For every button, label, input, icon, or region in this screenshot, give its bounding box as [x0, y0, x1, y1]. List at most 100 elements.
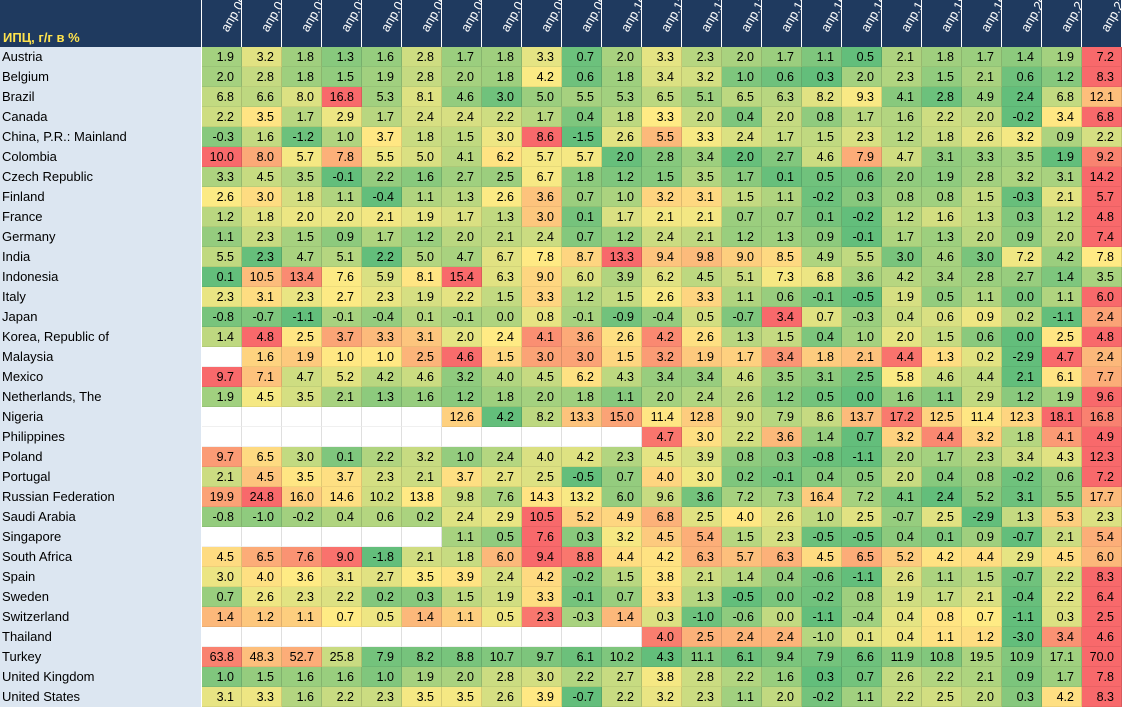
heatmap-cell: 3.5 [282, 467, 322, 487]
heatmap-cell: 1.6 [402, 387, 442, 407]
heatmap-cell: 1.5 [962, 187, 1002, 207]
heatmap-cell: 2.2 [722, 427, 762, 447]
heatmap-cell: 0.3 [802, 667, 842, 687]
heatmap-cell-empty [522, 627, 562, 647]
heatmap-cell: 3.5 [282, 167, 322, 187]
heatmap-cell: 1.2 [202, 207, 242, 227]
heatmap-cell: 4.5 [642, 527, 682, 547]
heatmap-cell: 3.6 [842, 267, 882, 287]
heatmap-cell: -1.2 [282, 127, 322, 147]
heatmap-cell: 2.8 [922, 87, 962, 107]
heatmap-cell: -0.1 [562, 587, 602, 607]
column-header-label: апр.14 [777, 0, 802, 35]
heatmap-cell: 5.8 [882, 367, 922, 387]
heatmap-cell: 3.0 [682, 427, 722, 447]
heatmap-cell: 7.8 [1082, 247, 1122, 267]
heatmap-cell: 4.3 [1042, 447, 1082, 467]
heatmap-cell: 4.8 [1082, 327, 1122, 347]
heatmap-cell: 2.9 [482, 507, 522, 527]
heatmap-cell: 1.4 [202, 327, 242, 347]
row-label-country: Thailand [0, 627, 202, 647]
column-header: апр.00 [202, 0, 242, 47]
column-header: апр.20 [1002, 0, 1042, 47]
heatmap-cell: 0.5 [802, 167, 842, 187]
heatmap-cell: 5.3 [362, 87, 402, 107]
heatmap-cell: 2.4 [722, 627, 762, 647]
column-header: апр.08 [522, 0, 562, 47]
heatmap-cell: 4.5 [642, 447, 682, 467]
heatmap-cell: 2.0 [442, 667, 482, 687]
heatmap-cell: 13.4 [282, 267, 322, 287]
heatmap-cell: 0.3 [1002, 687, 1042, 707]
heatmap-cell: 4.4 [882, 347, 922, 367]
heatmap-cell: 4.4 [602, 547, 642, 567]
heatmap-cell: 7.3 [762, 267, 802, 287]
heatmap-cell: 0.9 [962, 527, 1002, 547]
heatmap-cell: 0.9 [802, 227, 842, 247]
heatmap-cell: 12.3 [1002, 407, 1042, 427]
heatmap-cell: 6.7 [522, 167, 562, 187]
heatmap-cell: 1.1 [602, 387, 642, 407]
heatmap-cell: 1.2 [1042, 67, 1082, 87]
column-header-label: апр.11 [657, 0, 682, 35]
heatmap-cell: -2.9 [962, 507, 1002, 527]
heatmap-cell: 13.3 [602, 247, 642, 267]
heatmap-cell: 2.2 [362, 447, 402, 467]
column-header-label: апр.12 [697, 0, 722, 35]
heatmap-cell: 1.1 [962, 287, 1002, 307]
heatmap-cell: 6.5 [842, 547, 882, 567]
heatmap-cell: 7.6 [482, 487, 522, 507]
column-header-label: апр.00 [217, 0, 242, 35]
heatmap-cell: 5.0 [402, 247, 442, 267]
heatmap-cell: 2.9 [962, 387, 1002, 407]
heatmap-cell: 70.0 [1082, 647, 1122, 667]
heatmap-cell: 1.5 [602, 567, 642, 587]
heatmap-cell: 4.9 [962, 87, 1002, 107]
heatmap-cell: 1.8 [1002, 427, 1042, 447]
column-header: апр.14 [762, 0, 802, 47]
column-header: апр.05 [402, 0, 442, 47]
heatmap-cell: 5.2 [322, 367, 362, 387]
heatmap-cell: 3.9 [522, 687, 562, 707]
heatmap-cell: 1.7 [882, 227, 922, 247]
heatmap-cell: 1.0 [362, 347, 402, 367]
heatmap-cell: 0.7 [842, 427, 882, 447]
heatmap-cell: 3.0 [522, 667, 562, 687]
heatmap-cell: 0.1 [562, 207, 602, 227]
heatmap-cell: 2.1 [682, 567, 722, 587]
heatmap-cell: 1.6 [322, 667, 362, 687]
heatmap-cell: -1.0 [682, 607, 722, 627]
heatmap-cell: 2.2 [922, 667, 962, 687]
heatmap-cell: 3.0 [242, 187, 282, 207]
heatmap-cell: 9.3 [842, 87, 882, 107]
heatmap-cell: 1.5 [322, 67, 362, 87]
heatmap-cell: 1.9 [922, 167, 962, 187]
heatmap-cell: 4.6 [922, 367, 962, 387]
heatmap-cell: 3.3 [202, 167, 242, 187]
heatmap-cell: 2.3 [242, 227, 282, 247]
heatmap-cell: 3.1 [802, 367, 842, 387]
heatmap-cell: 4.2 [522, 67, 562, 87]
heatmap-cell: 5.5 [562, 87, 602, 107]
heatmap-cell: 2.1 [642, 207, 682, 227]
heatmap-cell: -1.1 [842, 567, 882, 587]
heatmap-cell: 2.1 [682, 207, 722, 227]
heatmap-cell: 8.2 [402, 647, 442, 667]
heatmap-cell: 2.4 [1082, 347, 1122, 367]
heatmap-cell: 17.7 [1082, 487, 1122, 507]
heatmap-cell: 3.2 [242, 47, 282, 67]
heatmap-cell: 2.6 [602, 127, 642, 147]
heatmap-cell: -1.1 [842, 447, 882, 467]
heatmap-cell: 4.5 [242, 387, 282, 407]
heatmap-cell: 0.3 [1042, 607, 1082, 627]
row-label-country: Turkey [0, 647, 202, 667]
heatmap-cell: 0.8 [882, 187, 922, 207]
heatmap-cell: 1.7 [762, 47, 802, 67]
column-header-label: апр.22 [1097, 0, 1122, 35]
row-label-country: Czech Republic [0, 167, 202, 187]
heatmap-cell: 4.6 [802, 147, 842, 167]
heatmap-cell: 14.2 [1082, 167, 1122, 187]
heatmap-cell: 0.2 [962, 347, 1002, 367]
heatmap-cell: 1.9 [362, 67, 402, 87]
heatmap-cell: 5.4 [1082, 527, 1122, 547]
